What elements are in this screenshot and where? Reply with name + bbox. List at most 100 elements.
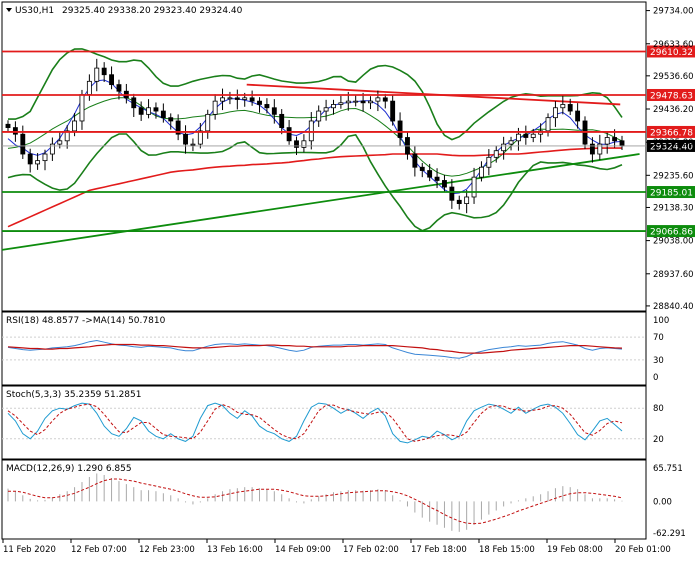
candle-bear (294, 140, 299, 148)
candle-bull (316, 110, 322, 122)
candle-bull (508, 140, 514, 145)
candle-bull (308, 120, 314, 142)
candle-bear (138, 107, 144, 115)
rsi-title: RSI(18) 48.8577 ->MA(14) 50.7810 (6, 316, 166, 326)
candle-bull (471, 176, 477, 198)
candle-bull (212, 100, 218, 115)
price-axis-label: 29138.30 (653, 203, 694, 213)
candle-bull (493, 150, 499, 158)
time-axis-label: 17 Feb 18:00 (411, 545, 467, 555)
ohlc-values: 29325.40 29338.20 29323.40 29324.40 (62, 6, 243, 16)
price-axis-label: 29038.00 (653, 237, 694, 247)
candle-bull (72, 120, 78, 132)
candle-bear (20, 133, 26, 155)
candle-bull (64, 130, 70, 142)
candle-bull (42, 153, 48, 162)
candle-bear (449, 186, 455, 201)
price-tag-label: 29366.78 (650, 128, 693, 138)
candle-bull (368, 100, 373, 104)
candle-bull (57, 140, 63, 145)
candle-bear (382, 97, 388, 102)
candle-bear (575, 110, 581, 122)
price-tag-label: 29185.01 (650, 189, 693, 199)
candle-bear (249, 97, 255, 102)
candle-bear (271, 107, 277, 115)
time-axis-label: 12 Feb 07:00 (71, 545, 127, 555)
candle-bear (397, 120, 403, 138)
macd-title: MACD(12,26,9) 1.290 6.855 (6, 464, 132, 474)
rsi-axis-label: 100 (653, 316, 669, 326)
macd-signal-line (8, 478, 623, 525)
price-tag-label: 29610.32 (650, 48, 693, 58)
price-tag-current (647, 139, 695, 152)
price-axis-label: 29235.60 (653, 171, 694, 181)
rsi-axis-label: 0 (653, 373, 658, 383)
candle-bear (153, 107, 159, 112)
candle-bull (205, 113, 211, 132)
candle-bull (479, 166, 484, 178)
time-axis-label: 13 Feb 16:00 (207, 545, 263, 555)
candle-bear (101, 67, 107, 76)
candle-bear (286, 127, 292, 142)
candle-bear (360, 100, 366, 104)
support-trendline (1, 153, 640, 251)
candle-bear (279, 113, 285, 128)
candle-bear (160, 110, 166, 119)
candle-bear (183, 133, 188, 145)
time-axis-label: 20 Feb 01:00 (615, 545, 671, 555)
candle-bear (412, 153, 418, 168)
candle-bear (257, 100, 262, 105)
price-axis-label: 29436.20 (653, 105, 694, 115)
price-axis-label: 29536.60 (653, 72, 694, 82)
ma-slow-line (7, 147, 622, 228)
candle-bull (49, 143, 55, 155)
macd-axis-label: 0.00 (653, 497, 672, 507)
candle-bull (345, 100, 351, 104)
candle-bull (220, 97, 225, 102)
symbol-label: US30,H1 (15, 6, 54, 16)
candle-bear (589, 143, 595, 155)
candle-bull (79, 94, 85, 122)
price-tag-support (647, 225, 695, 238)
candle-bull (338, 102, 344, 105)
macd-axis-label: -62.291 (653, 529, 686, 539)
time-axis-label: 19 Feb 08:00 (547, 545, 603, 555)
candle-bull (242, 97, 248, 100)
candle-bear (234, 97, 240, 100)
candle-bull (86, 80, 92, 95)
candle-bear (523, 133, 529, 138)
candle-bear (27, 153, 33, 165)
candle-bear (131, 97, 137, 109)
candle-bear (109, 74, 115, 86)
time-axis-label: 17 Feb 02:00 (343, 545, 399, 555)
candle-bull (353, 100, 359, 103)
candle-bull (501, 143, 507, 152)
stoch-d-line (7, 403, 623, 442)
candle-bear (12, 127, 18, 135)
price-axis-label: 28840.40 (653, 302, 694, 312)
candle-bear (175, 120, 181, 135)
candle-bear (264, 104, 270, 109)
candle-bull (375, 97, 381, 102)
price-tag-support (647, 186, 695, 199)
price-tag-label: 29324.40 (650, 142, 693, 152)
macd-axis-label: 65.751 (653, 464, 683, 474)
candle-bear (434, 176, 440, 181)
candle-bull (190, 143, 196, 146)
price-axis-label: 29335.80 (653, 138, 694, 148)
stoch-axis-label: 80 (653, 404, 664, 414)
stoch-axis-label: 20 (653, 435, 664, 445)
candle-bull (331, 104, 336, 109)
candle-bear (5, 123, 11, 128)
stoch-k-line (7, 402, 623, 444)
bollinger-lower-line (7, 133, 623, 232)
candle-bear (567, 104, 573, 112)
bollinger-middle-line (7, 97, 623, 177)
price-axis-label: 29734.00 (653, 7, 694, 17)
rsi-ma-line (7, 343, 623, 354)
collapse-arrow-icon[interactable] (6, 8, 12, 12)
time-axis-label: 18 Feb 15:00 (479, 545, 535, 555)
time-axis-label: 14 Feb 09:00 (275, 545, 331, 555)
